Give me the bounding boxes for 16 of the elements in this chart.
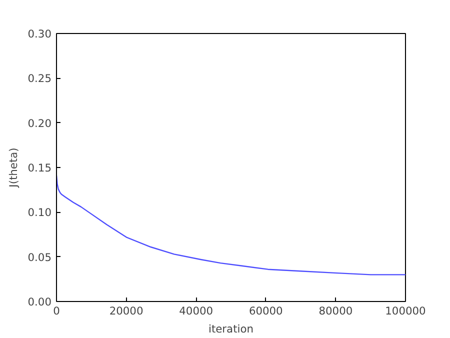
y-tick-label: 0.15	[28, 162, 52, 174]
x-axis-title: iteration	[208, 322, 254, 336]
x-tick-label: 0	[53, 304, 60, 318]
y-tick-label: 0.20	[28, 116, 52, 130]
x-tick-label: 60000	[248, 304, 284, 318]
x-tick-label: 100000	[385, 304, 426, 318]
y-tick-label: 0.25	[28, 72, 52, 86]
x-tick-label: 80000	[318, 304, 353, 318]
y-tick-label: 0.00	[28, 296, 52, 308]
x-tick-label: 40000	[179, 304, 214, 318]
y-axis-title: J(theta)	[6, 148, 20, 188]
y-tick-label: 0.10	[28, 206, 52, 220]
y-tick-label: 0.05	[28, 250, 52, 264]
x-tick-label: 20000	[109, 304, 144, 318]
line-series	[56, 174, 406, 276]
y-tick-label: 0.30	[28, 28, 52, 40]
